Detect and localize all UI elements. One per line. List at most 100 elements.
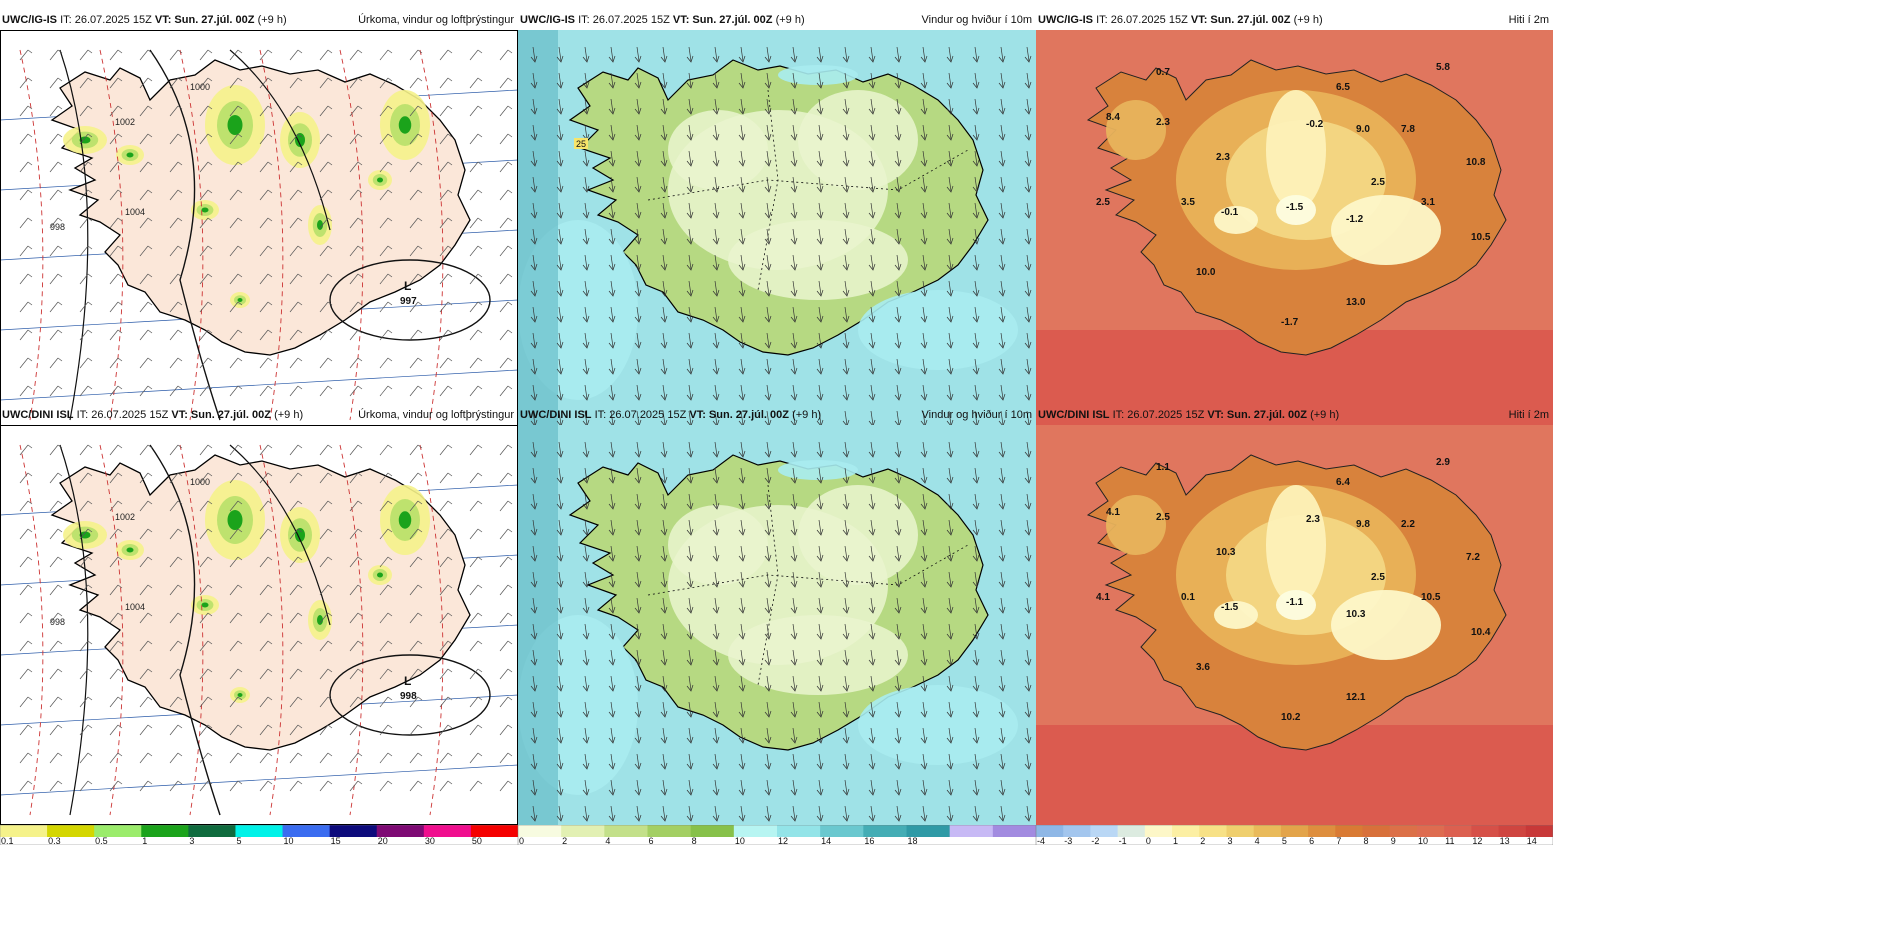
colorbar-swatch	[0, 825, 48, 837]
colorbar-swatch	[906, 825, 951, 837]
model-name: UWC/DINI ISL	[2, 409, 74, 421]
temp-map: 0.7 6.5 5.8 8.4 2.3 -0.2 9.0 7.8 2.3 10.8 2.5 2.5 3.…	[1036, 30, 1553, 430]
colorbar-swatch	[863, 825, 907, 837]
colorbar-swatch	[1416, 825, 1445, 837]
colorbar-label: 7	[1336, 836, 1341, 845]
temperature-value: 6.4	[1336, 477, 1350, 488]
temperature-value: 10.8	[1466, 157, 1486, 168]
temperature-value: -1.5	[1286, 202, 1304, 213]
colorbar-label: 16	[864, 836, 874, 845]
colorbar-swatch	[141, 825, 189, 837]
temperature-value: 2.3	[1306, 514, 1320, 525]
colorbar-swatch	[1226, 825, 1255, 837]
isobar-label: 1004	[125, 207, 145, 217]
colorbar-label: 4	[605, 836, 610, 845]
colorbar-label: 50	[472, 836, 482, 845]
panel-top-temp: UWC/IG-IS IT: 26.07.2025 15Z VT: Sun. 27…	[1036, 10, 1553, 450]
temperature-value: 9.0	[1356, 124, 1370, 135]
colorbar-swatch	[1498, 825, 1527, 837]
colorbar-swatch	[1389, 825, 1418, 837]
init-time: IT: 26.07.2025 15Z	[578, 14, 670, 26]
temperature-value: 8.4	[1106, 112, 1120, 123]
temperature-value: 10.3	[1216, 547, 1236, 558]
temperature-value: 2.5	[1371, 572, 1385, 583]
colorbar-label: 11	[1445, 836, 1454, 845]
temperature-value: 7.2	[1466, 552, 1480, 563]
colorbar-label: 8	[1364, 836, 1369, 845]
temperature-value: 10.0	[1196, 267, 1216, 278]
valid-time: VT: Sun. 27.júl. 00Z	[1207, 409, 1307, 421]
model-name: UWC/DINI ISL	[1038, 409, 1110, 421]
panel-header: UWC/IG-IS IT: 26.07.2025 15Z VT: Sun. 27…	[0, 10, 518, 30]
temperature-value: 10.4	[1471, 627, 1491, 638]
low-pressure-label: L	[404, 279, 411, 293]
colorbar-label: 8	[692, 836, 697, 845]
colorbar-label: 14	[821, 836, 831, 845]
colorbar-label: 12	[778, 836, 788, 845]
colorbar-swatch	[561, 825, 605, 837]
panel-title: Hiti í 2m	[1508, 409, 1549, 421]
colorbar-label: 15	[331, 836, 341, 845]
colorbar-label: 0.3	[48, 836, 61, 845]
colorbar-label: -2	[1091, 836, 1099, 845]
panel-header: UWC/DINI ISL IT: 26.07.2025 15Z VT: Sun.…	[518, 405, 1036, 425]
colorbar-label: -4	[1037, 836, 1045, 845]
colorbar-label: 3	[189, 836, 194, 845]
model-name: UWC/IG-IS	[520, 14, 575, 26]
temperature-value: 2.3	[1216, 152, 1230, 163]
colorbar-swatch	[470, 825, 518, 837]
forecast-step: (+9 h)	[274, 409, 304, 421]
colorbar-label: 6	[649, 836, 654, 845]
panel-title: Hiti í 2m	[1508, 14, 1549, 26]
temperature-value: 3.5	[1181, 197, 1195, 208]
wind-map	[518, 425, 1036, 825]
model-name: UWC/IG-IS	[1038, 14, 1093, 26]
panel-title: Úrkoma, vindur og loftþrýstingur	[358, 14, 514, 26]
colorbar-label: -3	[1064, 836, 1072, 845]
colorbar-label: 0.5	[95, 836, 108, 845]
isobar-label: 1000	[190, 477, 210, 487]
temperature-value: -1.5	[1221, 602, 1239, 613]
colorbar-label: 18	[908, 836, 918, 845]
colorbar-label: 10	[284, 836, 294, 845]
panel-bottom-temp: UWC/DINI ISL IT: 26.07.2025 15Z VT: Sun.…	[1036, 405, 1553, 845]
colorbar-swatch	[1172, 825, 1200, 837]
valid-time: VT: Sun. 27.júl. 00Z	[171, 409, 271, 421]
colorbar-label: 5	[236, 836, 241, 845]
init-time: IT: 26.07.2025 15Z	[1096, 14, 1188, 26]
colorbar-swatch	[992, 825, 1036, 837]
model-name: UWC/DINI ISL	[520, 409, 592, 421]
temperature-value: 2.3	[1156, 117, 1170, 128]
colorbar-swatch	[423, 825, 472, 837]
colorbar-swatch	[777, 825, 821, 837]
colorbar-label: 1	[142, 836, 147, 845]
forecast-step: (+9 h)	[1310, 409, 1340, 421]
valid-time: VT: Sun. 27.júl. 00Z	[154, 14, 255, 26]
temperature-value: 9.8	[1356, 519, 1370, 530]
init-time: IT: 26.07.2025 15Z	[594, 409, 687, 421]
isobar-label: 1002	[115, 512, 135, 522]
colorbar-label: 6	[1309, 836, 1314, 845]
colorbar-label: 0	[519, 836, 524, 845]
temperature-value: 2.5	[1371, 177, 1385, 188]
colorbar-swatch	[1199, 825, 1227, 837]
valid-time: VT: Sun. 27.júl. 00Z	[672, 14, 773, 26]
colorbar-swatch	[604, 825, 648, 837]
gust-label: 25	[576, 139, 586, 149]
colorbar-swatch	[282, 825, 331, 837]
colorbar-swatch	[1253, 825, 1282, 837]
colorbar-label: 0	[1146, 836, 1151, 845]
temperature-value: 3.6	[1196, 662, 1210, 673]
colorbar-label: 9	[1391, 836, 1396, 845]
colorbar-label: 20	[378, 836, 388, 845]
colorbar-label: 13	[1500, 836, 1510, 845]
temperature-value: 1.1	[1156, 462, 1170, 473]
temperature-value: 5.8	[1436, 62, 1450, 73]
colorbar-label: 1	[1173, 836, 1178, 845]
panel-title: Úrkoma, vindur og loftþrýstingur	[358, 409, 514, 421]
temperature-value: 0.7	[1156, 67, 1170, 78]
temperature-value: -1.1	[1286, 597, 1304, 608]
precip-map: 1000 1002 1004 998 L 998	[0, 425, 518, 825]
forecast-step: (+9 h)	[775, 14, 805, 26]
colorbar-swatch	[1444, 825, 1472, 837]
